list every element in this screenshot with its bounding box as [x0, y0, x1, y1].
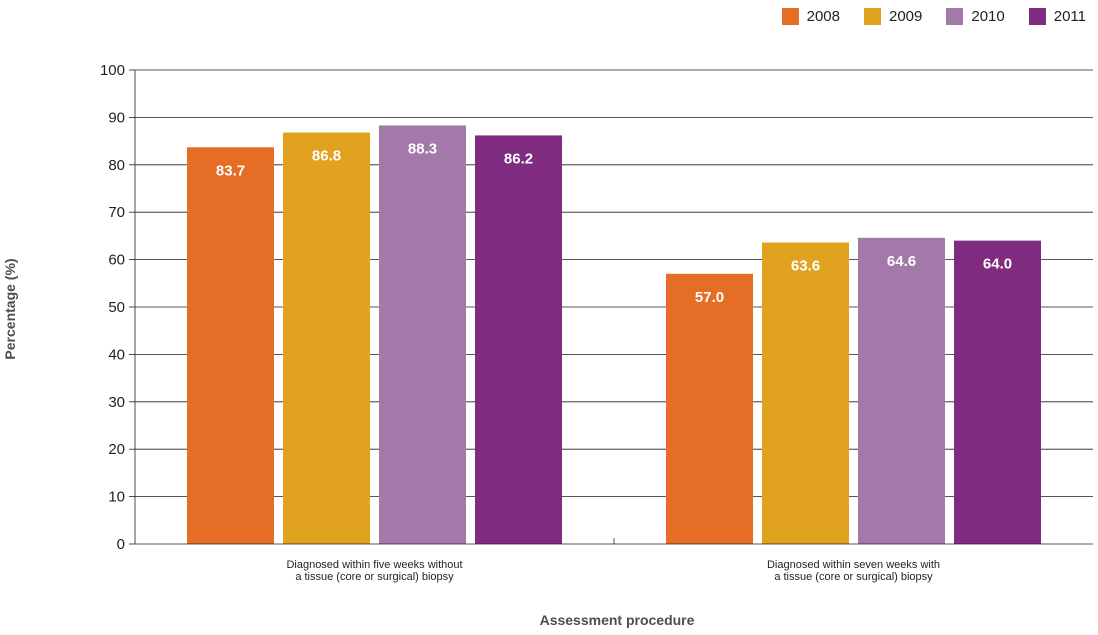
x-category-label-line: a tissue (core or surgical) biopsy: [774, 571, 933, 583]
legend-item-2011: 2011: [1028, 8, 1086, 25]
data-label: 88.3: [408, 140, 437, 157]
legend-label-2011: 2011: [1053, 8, 1086, 25]
data-label: 64.0: [983, 256, 1012, 273]
legend-swatch-2010: [946, 8, 964, 25]
bar-2008-2: [666, 273, 753, 544]
legend-label-2008: 2008: [806, 8, 840, 25]
legend-item-2008: 2008: [781, 8, 840, 25]
legend-label-2009: 2009: [888, 8, 923, 25]
bar-2008-1: [187, 147, 274, 544]
x-category-label-line: Diagnosed within five weeks without: [286, 559, 462, 571]
y-tick-label: 50: [108, 299, 125, 316]
y-tick-label: 0: [117, 536, 125, 553]
legend-label-2010: 2010: [971, 8, 1005, 25]
legend-swatch-2009: [863, 8, 881, 25]
data-label: 86.8: [312, 148, 341, 165]
bar-2009-1: [283, 132, 370, 544]
data-label: 63.6: [791, 258, 820, 275]
legend-swatch-2011: [1028, 8, 1046, 25]
data-label: 83.7: [216, 162, 245, 179]
legend-item-2010: 2010: [946, 8, 1005, 25]
data-label: 64.6: [887, 253, 916, 270]
x-axis-title: Assessment procedure: [539, 612, 695, 628]
data-label: 57.0: [695, 289, 724, 306]
legend-item-2009: 2009: [863, 8, 923, 25]
x-category-label-line: a tissue (core or surgical) biopsy: [295, 571, 454, 583]
y-tick-label: 60: [108, 252, 125, 269]
bar-2009-2: [762, 242, 849, 544]
y-tick-label: 100: [100, 62, 125, 79]
data-label: 86.2: [504, 150, 533, 167]
bar-2010-2: [858, 237, 945, 544]
x-category-label-line: Diagnosed within seven weeks with: [767, 559, 940, 571]
x-category-label: Diagnosed within seven weeks with a tissu…: [767, 559, 940, 583]
y-tick-label: 40: [108, 346, 125, 363]
legend-swatch-2008: [781, 8, 799, 25]
y-tick-label: 70: [108, 204, 125, 221]
x-category-label: Diagnosed within five weeks without a tis…: [286, 559, 462, 583]
y-tick-label: 30: [108, 394, 125, 411]
y-tick-label: 20: [108, 441, 125, 458]
y-tick-label: 90: [108, 109, 125, 126]
bar-2011-1: [475, 135, 562, 545]
bar-2010-1: [379, 125, 466, 544]
legend: 2008 2009 2010 2011: [781, 8, 1086, 25]
y-tick-label: 10: [108, 489, 125, 506]
y-tick-label: 80: [108, 157, 125, 174]
bar-2011-2: [954, 240, 1041, 544]
